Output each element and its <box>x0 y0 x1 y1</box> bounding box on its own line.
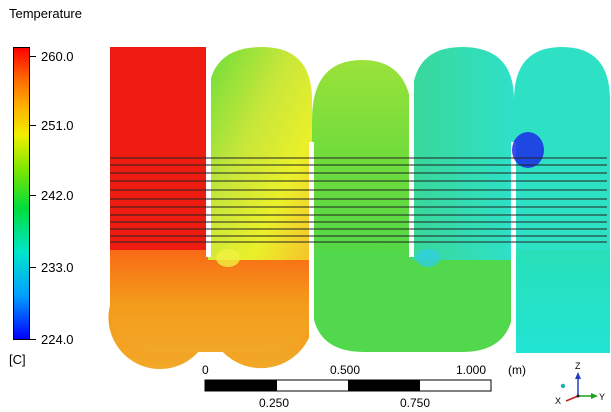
legend-unit: [C] <box>9 352 26 367</box>
axis-label-y: Y <box>599 392 606 402</box>
cold-spot <box>512 132 544 168</box>
legend-tick <box>30 195 36 196</box>
legend-tick <box>30 56 36 57</box>
outlet-channel-region <box>514 250 610 353</box>
axis-label-x: X <box>555 396 562 406</box>
legend-label-242: 242.0 <box>41 188 74 203</box>
mid-column-region <box>312 60 412 260</box>
legend-tick <box>30 267 36 268</box>
top-loop-2-region <box>412 47 514 260</box>
baffle-wall-2 <box>309 142 314 352</box>
scale-bar <box>204 379 492 392</box>
baffle-tip-region <box>216 249 240 267</box>
legend-gradient <box>14 48 29 339</box>
baffle-tip-region <box>416 249 440 267</box>
legend-title: Temperature <box>9 6 82 21</box>
baffle-wall-3 <box>409 47 414 257</box>
scale-unit: (m) <box>508 363 526 377</box>
scale-label-0750: 0.750 <box>400 396 431 410</box>
legend-label-233: 233.0 <box>41 260 74 275</box>
legend-label-max: 260.0 <box>41 49 74 64</box>
legend-label-min: 224.0 <box>41 332 74 347</box>
baffle-wall-1 <box>206 47 211 257</box>
scale-label-0250: 0.250 <box>259 396 290 410</box>
scale-label-1000: 1.000 <box>456 363 487 377</box>
scale-label-0: 0 <box>202 363 209 377</box>
axis-label-z: Z <box>575 361 581 371</box>
legend-tick <box>30 339 36 340</box>
tube-bundle <box>110 157 607 243</box>
color-legend-bar <box>13 47 30 340</box>
legend-tick <box>30 125 36 126</box>
baffle-wall-4 <box>511 142 516 353</box>
top-loop-1-region <box>208 47 312 260</box>
legend-label-251: 251.0 <box>41 118 74 133</box>
axis-triad <box>560 372 598 402</box>
inlet-channel-region <box>110 47 208 257</box>
bottom-uturn-1 <box>110 252 312 352</box>
scale-label-0500: 0.500 <box>330 363 361 377</box>
bottom-uturn-2 <box>312 252 514 352</box>
